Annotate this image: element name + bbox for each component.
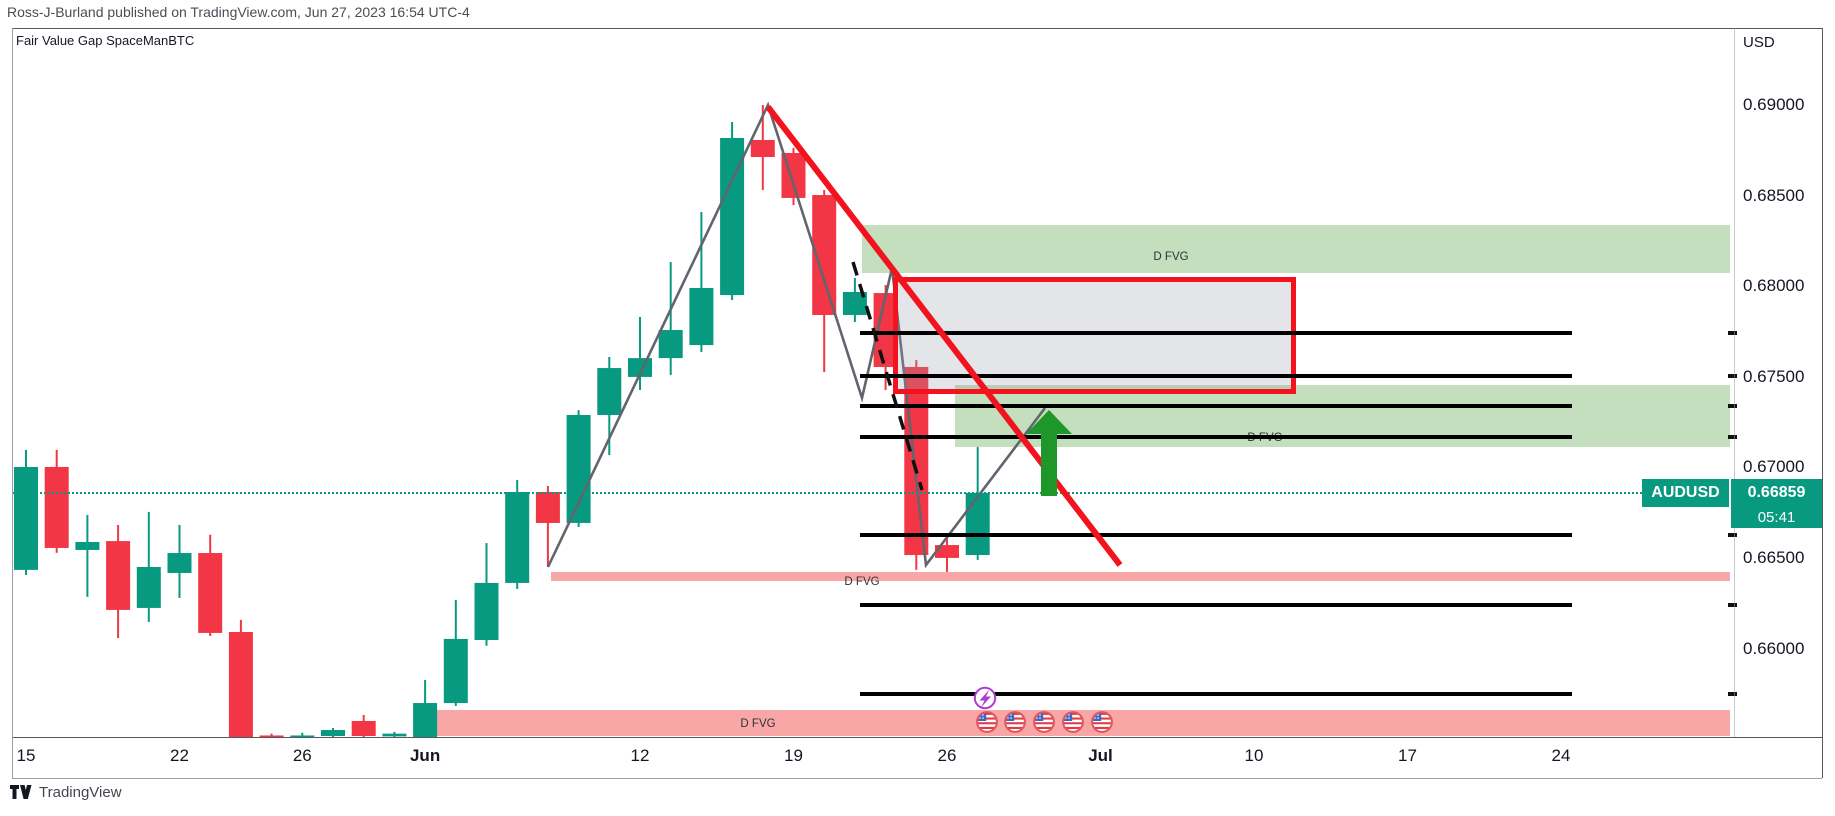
candle-jun-15[interactable]: [720, 137, 745, 296]
candle-wick: [147, 511, 150, 622]
time-tick-24: 24: [1551, 746, 1571, 765]
candles-layer: [12, 28, 1730, 737]
price-scale-separator: [1734, 28, 1735, 737]
candle-jun-26[interactable]: [935, 545, 959, 558]
symbol-badge[interactable]: AUDUSD: [1642, 479, 1729, 507]
candle-jun-6[interactable]: [505, 491, 530, 583]
bar-countdown-badge: 05:41: [1731, 507, 1822, 528]
d-fvg-pink-upper[interactable]: [551, 571, 1730, 581]
price-tick: 0.68000: [1743, 276, 1805, 296]
fib-label-tick: [1728, 404, 1737, 409]
time-tick-Jul: Jul: [1088, 746, 1113, 765]
candle-jun-27[interactable]: [965, 492, 990, 556]
candle-may-25[interactable]: [259, 735, 284, 737]
fib-label-tick: [1728, 532, 1737, 537]
candle-may-30[interactable]: [351, 720, 376, 737]
candle-jun-9[interactable]: [597, 368, 622, 415]
tradingview-logo-icon: [10, 785, 32, 799]
candle-jun-14[interactable]: [689, 287, 714, 346]
candle-jun-20[interactable]: [812, 195, 837, 315]
fib-label-tick: [1728, 434, 1737, 439]
candle-may-18[interactable]: [106, 541, 131, 610]
candle-may-29[interactable]: [321, 730, 345, 737]
time-tick-Jun: Jun: [409, 746, 441, 765]
candlestick-series[interactable]: [12, 28, 1730, 737]
current-price-line: [12, 491, 1642, 494]
fib-line-0.618[interactable]: [860, 374, 1572, 379]
fib-line-0[interactable]: [860, 532, 1572, 537]
time-tick-22: 22: [170, 746, 189, 765]
last-price-badge[interactable]: 0.66859: [1731, 479, 1822, 507]
time-tick-10: 10: [1244, 746, 1264, 765]
fib-line-0.5[interactable]: [860, 404, 1572, 409]
fib-label-tick: [1728, 330, 1737, 335]
tradingview-attribution[interactable]: TradingView: [10, 784, 122, 801]
fib-line-0.786[interactable]: [860, 330, 1572, 335]
time-tick-12: 12: [630, 746, 650, 765]
candle-may-24[interactable]: [228, 632, 253, 737]
candle-jun-19[interactable]: [781, 153, 806, 198]
time-tick-17: 17: [1398, 746, 1417, 765]
fib-label-tick: [1728, 374, 1737, 379]
time-tick-15: 15: [16, 746, 36, 765]
time-tick-26: 26: [937, 746, 957, 765]
price-tick: 0.68500: [1743, 185, 1805, 205]
fib-line-0.382[interactable]: [860, 434, 1572, 439]
candle-jun-5[interactable]: [474, 582, 499, 640]
candle-jun-13[interactable]: [658, 330, 683, 359]
frame-top-border: [12, 28, 1822, 29]
price-scale-currency: USD: [1743, 34, 1775, 51]
time-tick-26: 26: [292, 746, 312, 765]
price-tick: 0.67500: [1743, 366, 1805, 386]
candle-wick: [86, 514, 89, 597]
fib-line--0.272[interactable]: [860, 602, 1572, 607]
candle-may-26[interactable]: [290, 735, 315, 737]
candle-jun-2[interactable]: [443, 638, 468, 704]
candle-wick: [639, 316, 641, 390]
frame-right-border: [1822, 28, 1823, 778]
candle-jun-7[interactable]: [535, 491, 560, 523]
fib-line--0.618[interactable]: [860, 691, 1572, 696]
d-fvg-label: D FVG: [844, 576, 880, 588]
fib-label-tick: [1728, 691, 1737, 696]
frame-bottom-border: [12, 778, 1822, 779]
price-tick: 0.69000: [1743, 95, 1805, 114]
candle-jun-16[interactable]: [750, 139, 775, 157]
time-tick-19: 19: [784, 746, 803, 765]
candle-may-17[interactable]: [75, 541, 100, 550]
price-tick: 0.67000: [1743, 457, 1805, 477]
candle-jun-21[interactable]: [842, 291, 867, 315]
candle-jun-1[interactable]: [413, 703, 438, 737]
candle-may-16[interactable]: [44, 466, 69, 548]
candle-wick: [270, 733, 273, 737]
candle-may-19[interactable]: [136, 566, 161, 608]
attribution-text: Ross-J-Burland published on TradingView.…: [7, 4, 470, 20]
candle-may-31[interactable]: [382, 733, 407, 737]
indicator-title[interactable]: Fair Value Gap SpaceManBTC: [16, 33, 195, 48]
d-fvg-label: D FVG: [1153, 251, 1189, 263]
candle-may-23[interactable]: [198, 553, 223, 633]
plot-bottom-axis-line: [12, 737, 1822, 738]
candle-jun-23[interactable]: [904, 366, 929, 556]
candle-may-22[interactable]: [167, 553, 192, 573]
price-tick: 0.66500: [1743, 547, 1805, 567]
candle-may-15[interactable]: [14, 466, 38, 570]
tradingview-brand-text: TradingView: [39, 784, 122, 801]
fib-label-tick: [1728, 602, 1737, 607]
d-fvg-label: D FVG: [740, 718, 776, 730]
price-tick: 0.66000: [1743, 638, 1805, 658]
frame-left-border: [12, 28, 13, 778]
candle-jun-12[interactable]: [628, 358, 652, 377]
candle-jun-8[interactable]: [566, 414, 591, 523]
candle-wick: [301, 732, 304, 737]
